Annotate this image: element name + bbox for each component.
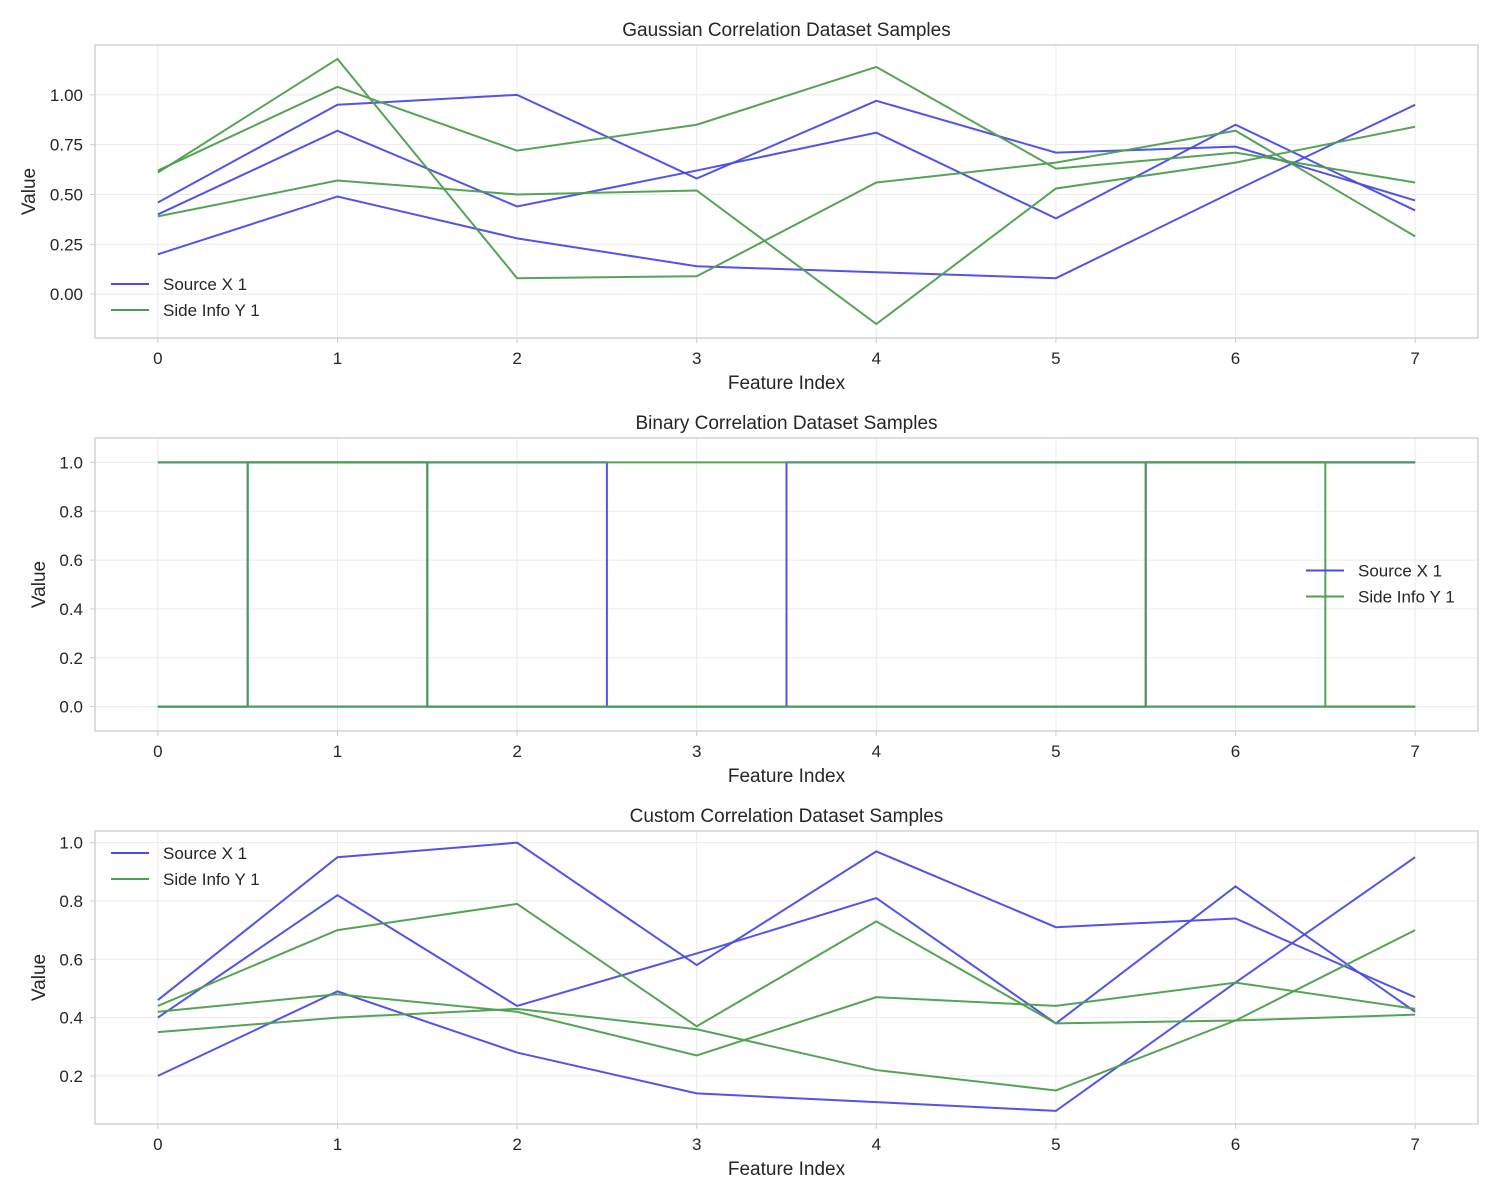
y-tick-label: 1.00 <box>50 86 83 105</box>
x-tick-label: 2 <box>512 1135 521 1154</box>
y-axis-label: Value <box>29 561 50 608</box>
series-line <box>157 841 1416 1001</box>
x-tick-label: 4 <box>872 1135 881 1154</box>
series-line <box>157 1007 1416 1092</box>
x-tick-label: 0 <box>153 349 162 368</box>
plot-frame <box>94 437 1479 732</box>
x-tick-label: 3 <box>692 349 701 368</box>
chart-title: Binary Correlation Dataset Samples <box>635 413 937 434</box>
y-tick-label: 0.0 <box>59 698 83 717</box>
y-tick-label: 0.00 <box>50 285 83 304</box>
y-tick-label: 0.6 <box>59 950 83 969</box>
x-tick-label: 6 <box>1231 742 1240 761</box>
y-axis-label: Value <box>29 954 50 1001</box>
y-tick-label: 0.8 <box>59 892 83 911</box>
plot-frame <box>94 830 1479 1125</box>
chart-title: Gaussian Correlation Dataset Samples <box>622 20 950 41</box>
y-tick-label: 0.6 <box>59 551 83 570</box>
legend-label: Source X 1 <box>163 275 247 294</box>
x-tick-label: 1 <box>333 742 342 761</box>
series-line <box>157 981 1416 1057</box>
legend-label: Source X 1 <box>1358 562 1442 581</box>
x-tick-label: 2 <box>512 349 521 368</box>
legend-label: Side Info Y 1 <box>163 301 260 320</box>
legend-label: Source X 1 <box>163 844 247 863</box>
x-tick-label: 1 <box>333 1135 342 1154</box>
x-tick-label: 5 <box>1051 349 1060 368</box>
series-line <box>157 902 1416 1028</box>
series-line <box>157 856 1416 1112</box>
legend: Source X 1 Side Info Y 1 <box>111 275 260 320</box>
series-line <box>157 57 1416 280</box>
x-tick-label: 0 <box>153 742 162 761</box>
y-tick-label: 0.2 <box>59 649 83 668</box>
y-tick-label: 1.0 <box>59 453 83 472</box>
subplot-3: 0 1 2 3 4 5 6 7 0.2 0.4 0.6 0.8 1.0 Custom Correlatio… <box>29 806 1479 1180</box>
legend: Source X 1 Side Info Y 1 <box>1306 562 1455 607</box>
legend: Source X 1 Side Info Y 1 <box>111 844 260 889</box>
x-tick-label: 1 <box>333 349 342 368</box>
x-tick-label: 4 <box>872 349 881 368</box>
x-axis-label: Feature Index <box>728 373 846 394</box>
y-tick-label: 0.2 <box>59 1067 83 1086</box>
x-axis-label: Feature Index <box>728 766 846 787</box>
legend-label: Side Info Y 1 <box>163 870 260 889</box>
x-tick-label: 3 <box>692 1135 701 1154</box>
series-line <box>157 885 1416 1025</box>
x-tick-label: 6 <box>1231 1135 1240 1154</box>
x-tick-label: 7 <box>1410 742 1419 761</box>
series-line <box>157 103 1416 280</box>
x-tick-label: 5 <box>1051 742 1060 761</box>
series-line <box>157 93 1416 204</box>
x-axis-label: Feature Index <box>728 1159 846 1180</box>
y-tick-label: 0.4 <box>59 1009 83 1028</box>
y-tick-label: 0.75 <box>50 136 83 155</box>
x-tick-label: 3 <box>692 742 701 761</box>
x-tick-label: 7 <box>1410 1135 1419 1154</box>
y-tick-label: 0.4 <box>59 600 83 619</box>
series-line <box>157 461 1416 708</box>
y-axis-label: Value <box>19 168 40 215</box>
y-tick-label: 0.8 <box>59 502 83 521</box>
x-tick-label: 7 <box>1410 349 1419 368</box>
legend-label: Side Info Y 1 <box>1358 588 1455 607</box>
series-line <box>157 461 1416 708</box>
x-tick-label: 5 <box>1051 1135 1060 1154</box>
y-tick-label: 1.0 <box>59 834 83 853</box>
series-line <box>157 123 1416 220</box>
x-tick-label: 6 <box>1231 349 1240 368</box>
x-tick-label: 2 <box>512 742 521 761</box>
x-tick-label: 4 <box>872 742 881 761</box>
x-tick-label: 0 <box>153 1135 162 1154</box>
y-tick-label: 0.25 <box>50 235 83 254</box>
y-tick-label: 0.50 <box>50 185 83 204</box>
series-line <box>157 125 1416 326</box>
chart-title: Custom Correlation Dataset Samples <box>630 806 944 827</box>
plot-frame <box>94 44 1479 339</box>
subplot-2: 0 1 2 3 4 5 6 7 0.0 0.2 0.4 0.6 0.8 1.0 Binary Correla… <box>29 413 1479 787</box>
series-line <box>157 65 1416 184</box>
subplot-1: 0 1 2 3 4 5 6 7 0.00 0.25 0.50 0.75 1.00 Gaussian Cor… <box>19 20 1479 394</box>
